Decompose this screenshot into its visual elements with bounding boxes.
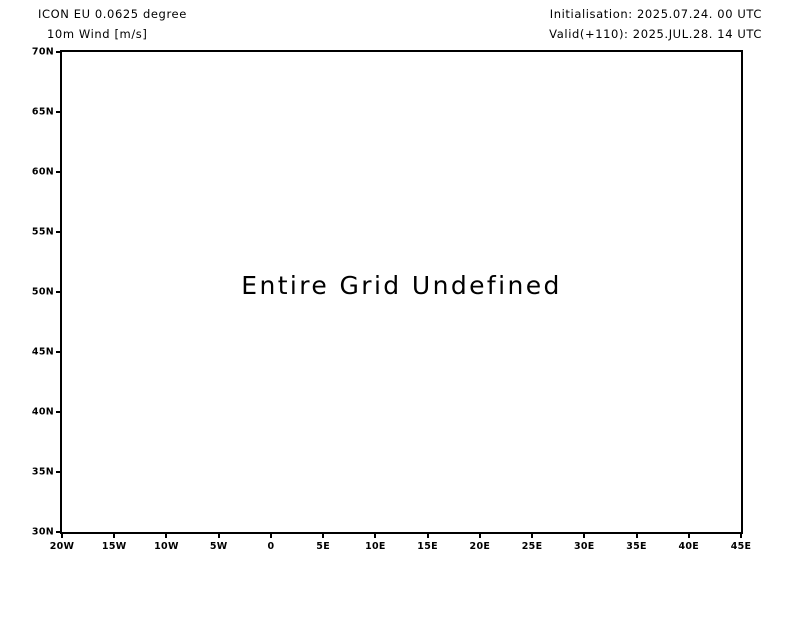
latitude-tick-label: 55N xyxy=(31,226,54,238)
latitude-tick-label: 40N xyxy=(31,406,54,418)
longitude-tick-mark xyxy=(113,532,116,538)
latitude-tick-label: 45N xyxy=(31,346,54,358)
longitude-tick-label: 35E xyxy=(626,541,647,552)
latitude-tick-label: 35N xyxy=(31,466,54,478)
longitude-tick-mark xyxy=(374,532,377,538)
longitude-tick-label: 15E xyxy=(417,541,438,552)
longitude-tick-label: 5W xyxy=(209,541,228,552)
longitude-tick-label: 10W xyxy=(154,541,179,552)
longitude-tick-label: 10E xyxy=(365,541,386,552)
longitude-tick-label: 0 xyxy=(267,541,275,552)
entire-grid-undefined-message: Entire Grid Undefined xyxy=(241,271,562,300)
longitude-tick-mark xyxy=(740,532,742,538)
latitude-tick-label: 60N xyxy=(31,166,54,178)
header-field-title: 10m Wind [m/s] xyxy=(47,27,148,41)
longitude-tick-label: 40E xyxy=(678,541,700,552)
longitude-tick-mark xyxy=(269,532,272,538)
longitude-tick-label: 25E xyxy=(521,541,543,552)
longitude-tick-label: 45E xyxy=(730,541,752,552)
latitude-tick-label: 65N xyxy=(31,106,54,118)
longitude-tick-mark xyxy=(165,532,168,538)
longitude-tick-label: 20E xyxy=(469,541,491,552)
longitude-tick-mark xyxy=(322,532,325,538)
latitude-tick-mark xyxy=(56,411,62,413)
latitude-tick-mark xyxy=(56,231,62,233)
longitude-tick-mark xyxy=(687,532,690,538)
latitude-tick-mark xyxy=(56,171,62,173)
longitude-tick-label: 15W xyxy=(101,541,127,552)
longitude-tick-mark xyxy=(61,532,63,538)
latitude-tick-label: 50N xyxy=(31,286,54,298)
longitude-tick-mark xyxy=(635,532,638,538)
longitude-tick-mark xyxy=(426,532,429,538)
header-model-title: ICON EU 0.0625 degree xyxy=(38,7,187,21)
longitude-tick-label: 5E xyxy=(316,541,330,552)
latitude-tick-label: 70N xyxy=(31,46,54,58)
longitude-tick-label: 20W xyxy=(49,541,75,552)
latitude-tick-label: 30N xyxy=(31,526,54,538)
latitude-tick-mark xyxy=(56,471,62,473)
longitude-tick-mark xyxy=(478,532,481,538)
header-valid-time: Valid(+110): 2025.JUL.28. 14 UTC xyxy=(549,27,762,41)
header-initialisation-time: Initialisation: 2025.07.24. 00 UTC xyxy=(549,7,762,21)
longitude-tick-mark xyxy=(583,532,586,538)
map-plot-area: Entire Grid Undefined 70N 65N 60N 55N 50N 45N… xyxy=(32,47,751,553)
longitude-tick-mark xyxy=(217,532,220,538)
longitude-tick-mark xyxy=(531,532,534,538)
latitude-tick-mark xyxy=(56,51,62,53)
latitude-tick-mark xyxy=(56,111,62,113)
latitude-tick-mark xyxy=(56,291,62,293)
latitude-tick-mark xyxy=(56,531,62,533)
latitude-tick-mark xyxy=(56,351,62,353)
longitude-tick-label: 30E xyxy=(573,541,595,552)
map-plot-frame: Entire Grid Undefined 70N 65N 60N 55N 50N 45N… xyxy=(32,47,751,553)
